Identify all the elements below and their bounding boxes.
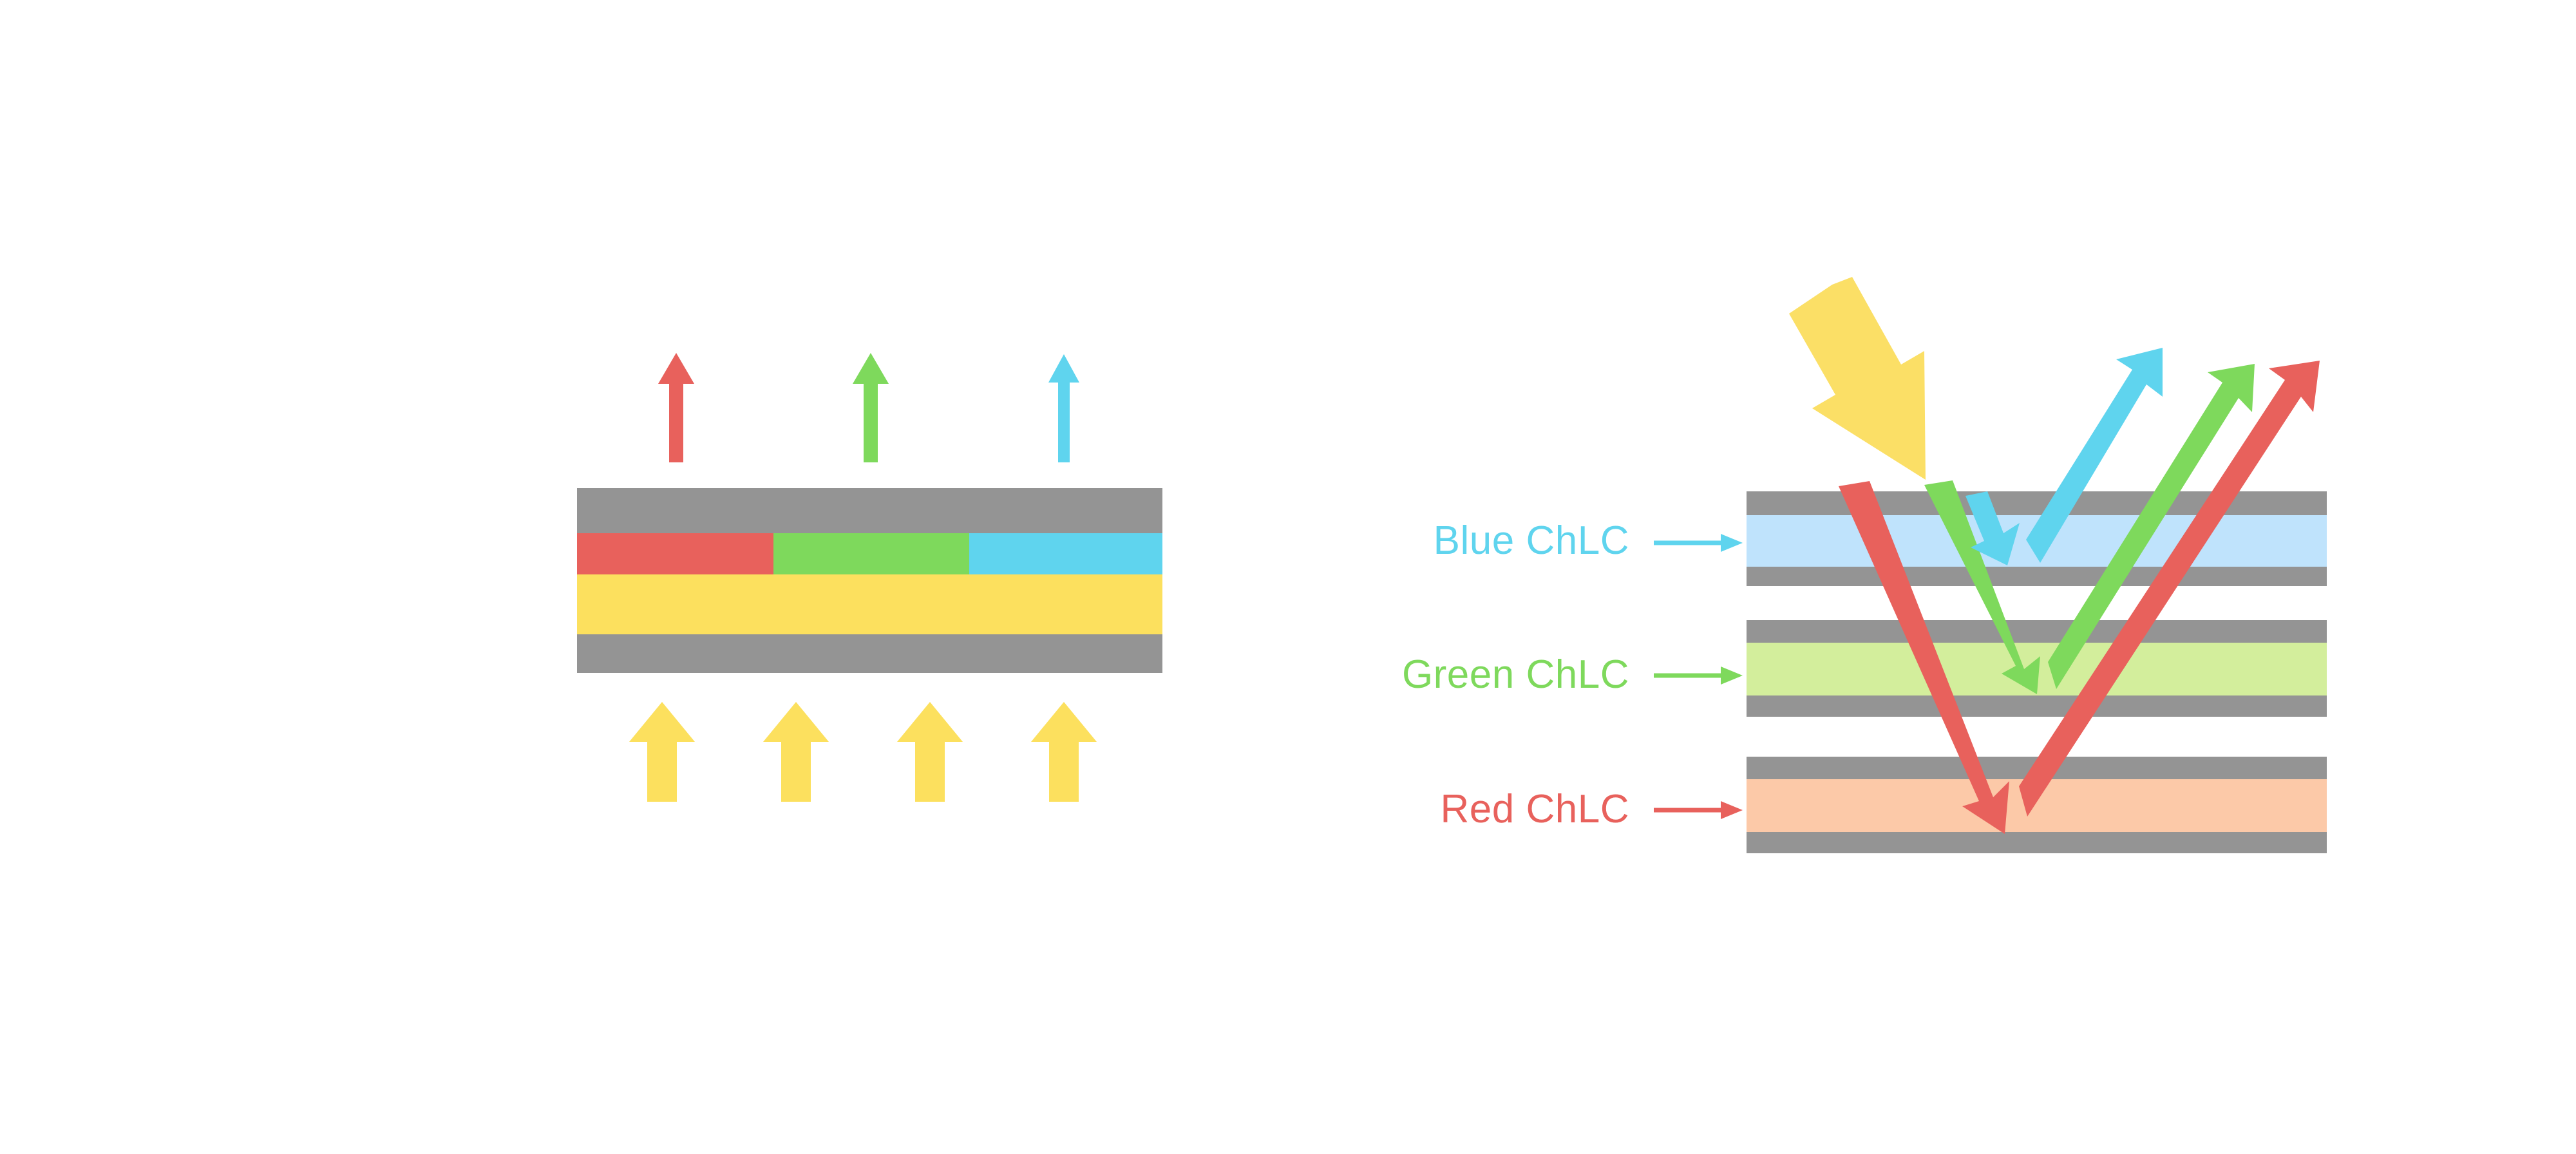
backlight-yellow-layer (577, 574, 1162, 634)
red-incident-ray (1839, 481, 2009, 834)
left-stack (577, 488, 1162, 673)
green-chlc-label-arrow-head (1721, 667, 1743, 685)
left-panel (577, 353, 1162, 802)
backlight-arrows (629, 702, 1097, 802)
green-emitted-arrow (853, 353, 889, 462)
green-filter-segment (773, 533, 969, 574)
blue-chlc-label: Blue ChLC (1434, 518, 1629, 563)
right-panel: Blue ChLC Green ChLC Red ChLC (1402, 277, 2327, 853)
red-filter-segment (577, 533, 773, 574)
green-ray-pair (1924, 364, 2255, 694)
green-chlc-label: Green ChLC (1402, 652, 1629, 697)
blue-filter-segment (969, 533, 1162, 574)
blue-chlc-bottom-electrode (1747, 567, 2327, 586)
red-chlc-label-arrow-head (1721, 801, 1743, 819)
backlight-arrow-4 (1031, 702, 1097, 802)
incident-white-light-arrow (1789, 277, 1926, 480)
backlight-arrow-1 (629, 702, 695, 802)
red-chlc-label-group: Red ChLC (1441, 787, 1743, 831)
chlc-labels: Blue ChLC Green ChLC Red ChLC (1402, 518, 1743, 831)
bottom-electrode-gray (577, 634, 1162, 673)
backlight-arrow-2 (763, 702, 829, 802)
backlight-arrow-3 (897, 702, 963, 802)
green-reflected-ray (2048, 364, 2255, 689)
blue-chlc-label-arrow-head (1721, 534, 1743, 552)
green-chlc-bottom-electrode (1747, 695, 2327, 717)
red-ray-pair (1839, 361, 2320, 834)
emitted-light-arrows (658, 353, 1079, 462)
top-electrode-gray (577, 488, 1162, 533)
red-chlc-bottom-electrode (1747, 832, 2327, 853)
blue-incident-ray (1965, 491, 2020, 565)
blue-ray-pair (1965, 348, 2163, 565)
red-reflected-ray (2019, 361, 2320, 817)
red-emitted-arrow (658, 353, 694, 462)
green-chlc-top-electrode (1747, 620, 2327, 643)
blue-emitted-arrow (1048, 354, 1079, 462)
blue-chlc-top-electrode (1747, 491, 2327, 515)
green-chlc-label-group: Green ChLC (1402, 652, 1743, 697)
blue-chlc-label-group: Blue ChLC (1434, 518, 1743, 563)
blue-reflected-ray (2026, 348, 2163, 563)
red-chlc-label: Red ChLC (1441, 787, 1629, 831)
green-incident-ray (1924, 480, 2040, 694)
